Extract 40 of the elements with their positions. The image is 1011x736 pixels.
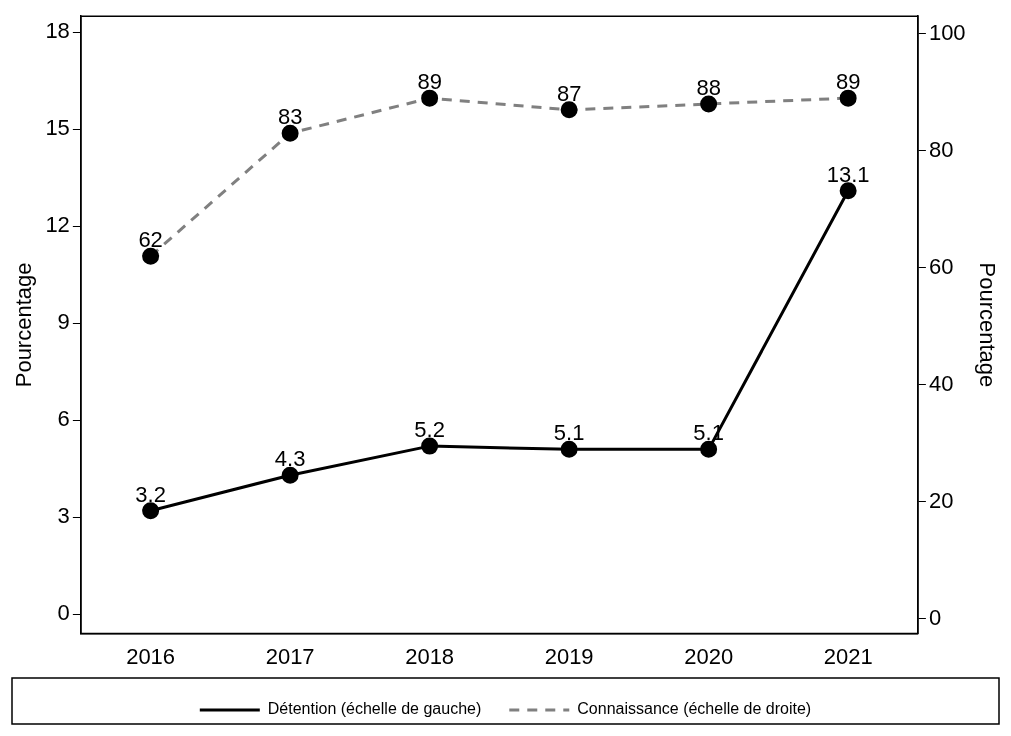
y-axis-title: Pourcentage — [11, 262, 37, 388]
data-label: 89 — [417, 69, 442, 95]
point — [700, 440, 718, 458]
x-tick-label: 2017 — [265, 643, 315, 669]
x-tick-label: 2020 — [684, 643, 734, 669]
y2-tick-label: 20 — [928, 487, 954, 513]
y-tick-label: 6 — [57, 406, 70, 432]
y-tick-label: 15 — [45, 115, 70, 141]
y-tick-label: 18 — [45, 18, 70, 44]
y-tick-label: 9 — [57, 309, 70, 335]
x-tick-label: 2021 — [823, 643, 873, 669]
point — [142, 502, 160, 520]
data-label: 4.3 — [274, 446, 306, 472]
y2-axis-title: Pourcentage — [974, 262, 1000, 388]
data-label: 89 — [835, 69, 861, 95]
y2-tick-label: 80 — [928, 136, 954, 162]
x-tick-label: 2016 — [126, 643, 176, 669]
point — [421, 437, 439, 455]
x-tick-label: 2018 — [405, 643, 455, 669]
y2-tick-label: 100 — [928, 19, 966, 45]
data-label: 5.1 — [553, 420, 585, 446]
point — [560, 440, 578, 458]
point — [839, 182, 857, 200]
data-label: 87 — [556, 80, 582, 106]
y2-tick-label: 40 — [928, 370, 954, 396]
y-tick-label: 3 — [57, 503, 70, 529]
y2-tick-label: 0 — [928, 605, 942, 631]
data-label: 62 — [138, 227, 163, 253]
x-tick-label: 2019 — [544, 643, 594, 669]
data-label: 5.2 — [414, 417, 445, 443]
y-tick-label: 12 — [45, 212, 70, 238]
y2-tick-label: 60 — [928, 253, 954, 279]
data-label: 13.1 — [826, 161, 870, 187]
point — [281, 466, 299, 484]
y-tick-label: 0 — [57, 600, 70, 626]
legend-label: Détention (échelle de gauche) — [267, 700, 482, 718]
data-label: 3.2 — [135, 481, 166, 507]
data-label: 88 — [696, 75, 721, 101]
data-label: 83 — [277, 104, 303, 130]
legend-label: Connaissance (échelle de droite) — [577, 700, 812, 718]
